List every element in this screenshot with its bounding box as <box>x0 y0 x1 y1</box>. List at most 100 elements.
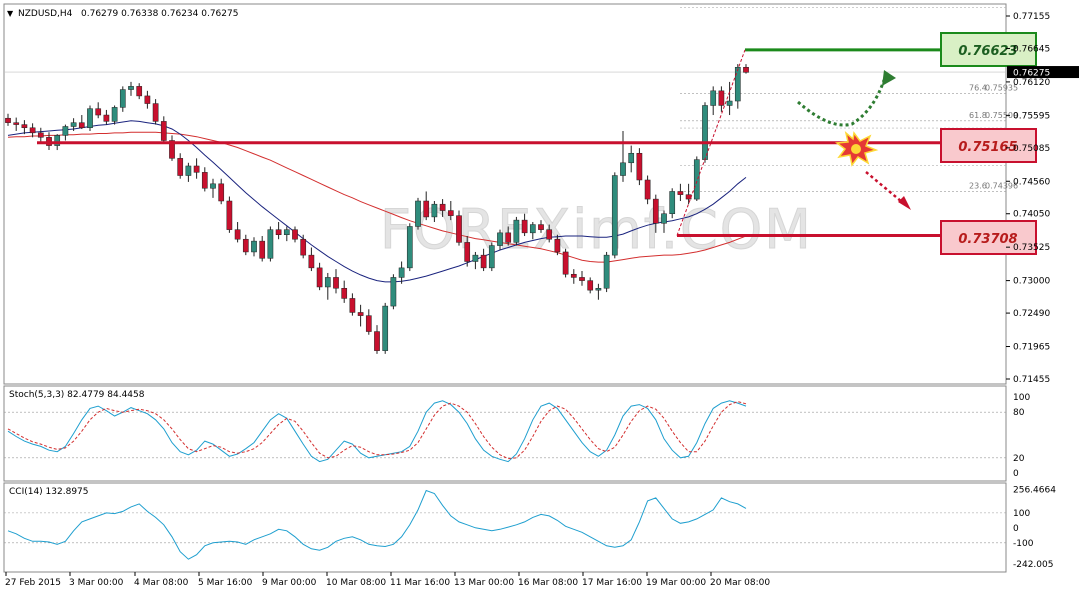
current-price-badge <box>1007 66 1079 79</box>
resistance-label-box <box>940 32 1037 67</box>
price-tick-label: 0.71455 <box>1013 375 1050 385</box>
candle-body <box>111 107 118 122</box>
time-tick-label: 16 Mar 08:00 <box>518 578 578 588</box>
candle-body <box>472 254 479 262</box>
candle-body <box>267 229 274 259</box>
candle-body <box>234 229 241 240</box>
candle-body <box>201 172 208 189</box>
candle-body <box>562 251 569 275</box>
candle-body <box>382 305 389 351</box>
fib-value: 0.75935 <box>985 84 1018 93</box>
cci-tick-label: -100 <box>1013 539 1034 549</box>
candle-body <box>251 240 257 253</box>
candle-body <box>119 89 126 108</box>
candle-body <box>611 175 618 256</box>
candle-body <box>456 215 462 243</box>
candle-body <box>587 280 594 291</box>
stoch-title: Stoch(5,3,3) 82.4779 84.4458 <box>9 390 145 400</box>
candle-body <box>480 254 487 269</box>
candle-body <box>37 132 44 138</box>
candle-body <box>87 108 93 129</box>
candle-body <box>62 126 69 136</box>
time-tick-label: 17 Mar 16:00 <box>582 578 642 588</box>
candle-body <box>193 165 200 173</box>
candle-body <box>349 298 356 313</box>
candle-body <box>595 288 602 291</box>
menu-triangle-icon[interactable]: ▼ <box>7 9 14 18</box>
watermark: FOREXimf.COM <box>380 198 813 261</box>
candle-body <box>341 288 348 299</box>
candle-body <box>423 200 430 218</box>
candle-body <box>685 194 692 200</box>
support-low-label: 0.73708 <box>958 232 1017 247</box>
bullish-bounce-arrow <box>797 79 886 127</box>
price-tick-label: 0.71965 <box>1013 343 1050 353</box>
candle-body <box>308 254 315 269</box>
candle-body <box>218 183 225 202</box>
main-chart-frame <box>3 3 1007 385</box>
fib-value: 0.75509 <box>985 111 1018 120</box>
candle-body <box>283 229 290 236</box>
resistance-label: 0.76623 <box>958 44 1017 59</box>
cci-tick-label: 256.4664 <box>1013 486 1056 496</box>
fib-label: 61.8 <box>969 111 987 120</box>
candle-body <box>316 267 323 288</box>
stoch-signal-line <box>7 401 747 460</box>
fib-label: 76.4 <box>969 84 987 93</box>
price-tick-label: 0.76645 <box>1013 44 1050 54</box>
time-tick-label: 3 Mar 00:00 <box>69 578 124 588</box>
explosion-core <box>851 144 861 154</box>
fib-trend-line <box>676 49 746 236</box>
candle-body <box>70 122 77 127</box>
bearish-arrow <box>865 171 903 203</box>
candle-body <box>538 224 544 230</box>
time-tick-label: 19 Mar 00:00 <box>646 578 706 588</box>
candle-body <box>726 100 733 106</box>
candle-body <box>693 159 700 200</box>
candle-body <box>242 238 249 253</box>
candle-body <box>5 117 11 123</box>
candle-body <box>259 240 266 259</box>
candle-body <box>505 232 512 243</box>
candle-body <box>579 277 585 281</box>
candle-body <box>13 122 20 125</box>
time-tick-label: 13 Mar 00:00 <box>454 578 514 588</box>
candle-body <box>439 203 446 211</box>
candle-body <box>54 135 61 146</box>
stoch-main-line <box>7 400 747 463</box>
ma-fast-line <box>7 120 747 283</box>
candle-body <box>669 191 676 214</box>
price-tick-label: 0.77155 <box>1013 12 1050 22</box>
candle-body <box>603 254 610 289</box>
time-tick-label: 27 Feb 2015 <box>5 578 61 588</box>
candle-body <box>431 203 438 218</box>
candle-body <box>734 67 741 102</box>
candle-body <box>103 114 110 122</box>
price-tick-label: 0.75085 <box>1013 144 1050 154</box>
candle-body <box>652 198 659 224</box>
price-tick-label: 0.75595 <box>1013 111 1050 121</box>
candle-body <box>464 242 471 262</box>
support-label: 0.75165 <box>958 140 1017 155</box>
candle-body <box>644 179 651 200</box>
candle-body <box>300 238 307 256</box>
price-tick-label: 0.73525 <box>1013 243 1050 253</box>
candle-body <box>275 229 282 236</box>
current-price-label: 0.76275 <box>1013 69 1050 79</box>
candle-body <box>365 315 372 332</box>
candle-body <box>169 140 175 159</box>
cci-line <box>7 489 747 560</box>
candle-body <box>95 108 102 116</box>
time-tick-label: 11 Mar 16:00 <box>390 578 450 588</box>
candle-body <box>743 67 749 73</box>
time-tick-label: 5 Mar 16:00 <box>198 578 253 588</box>
candle-body <box>292 229 298 240</box>
candle-body <box>185 165 192 176</box>
bearish-arrow-head <box>898 196 911 210</box>
candle-body <box>620 162 626 176</box>
price-tick-label: 0.72490 <box>1013 309 1050 319</box>
candle-body <box>554 238 561 253</box>
time-tick-label: 20 Mar 08:00 <box>710 578 770 588</box>
